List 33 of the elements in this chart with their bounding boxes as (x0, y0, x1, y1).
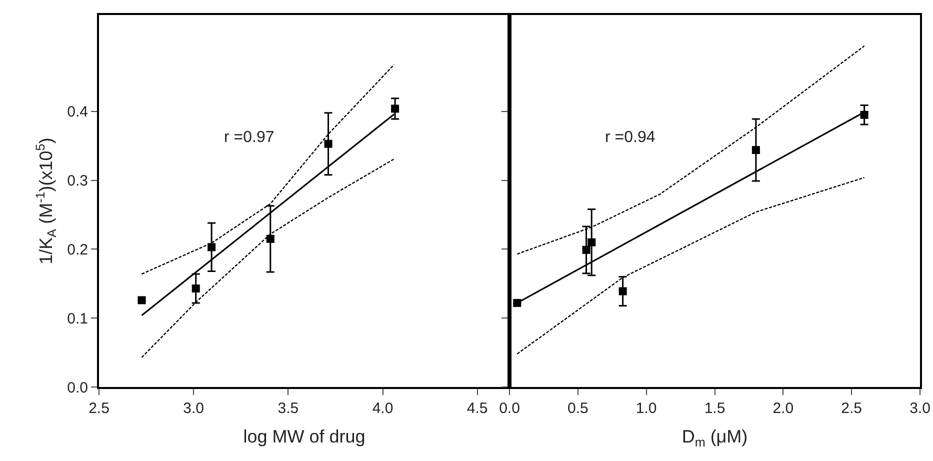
annotation: r =0.94 (605, 129, 656, 146)
x-tick-label: 3.5 (278, 400, 299, 417)
point (324, 140, 332, 148)
x-tick-label: 0.5 (567, 400, 588, 417)
y-tick-label: 0.1 (67, 310, 88, 328)
annotation: r =0.97 (224, 129, 274, 146)
y-tick-label: 0.0 (67, 379, 88, 396)
x-axis-title: log MW of drug (243, 426, 366, 447)
point (208, 243, 216, 252)
x-tick-label: 3.0 (183, 400, 204, 417)
line-series (141, 158, 395, 358)
point (138, 296, 146, 304)
x-tick-label: 1.0 (636, 400, 657, 417)
point (752, 146, 760, 154)
y-tick-label: 0.2 (67, 241, 88, 258)
x-axis-title: D$_{m}$ (μM) (682, 426, 748, 450)
y-tick-label: 0.3 (67, 172, 88, 190)
point (588, 238, 596, 246)
point (582, 246, 590, 254)
x-tick-label: 4.0 (372, 400, 394, 417)
line-series (141, 64, 395, 275)
point (391, 104, 400, 113)
point (266, 234, 274, 243)
x-tick-label: 2.5 (841, 400, 862, 417)
x-tick-label: 0.0 (499, 400, 520, 417)
x-tick-label: 1.5 (704, 400, 726, 417)
x-tick-label: 2.0 (772, 400, 794, 417)
x-tick-label: 3.0 (910, 400, 930, 417)
x-tick-label: 2.5 (88, 400, 110, 417)
x-tick-label: 4.5 (466, 400, 488, 417)
point (192, 284, 200, 292)
point (618, 287, 627, 296)
y-tick-label: 0.4 (67, 104, 88, 121)
